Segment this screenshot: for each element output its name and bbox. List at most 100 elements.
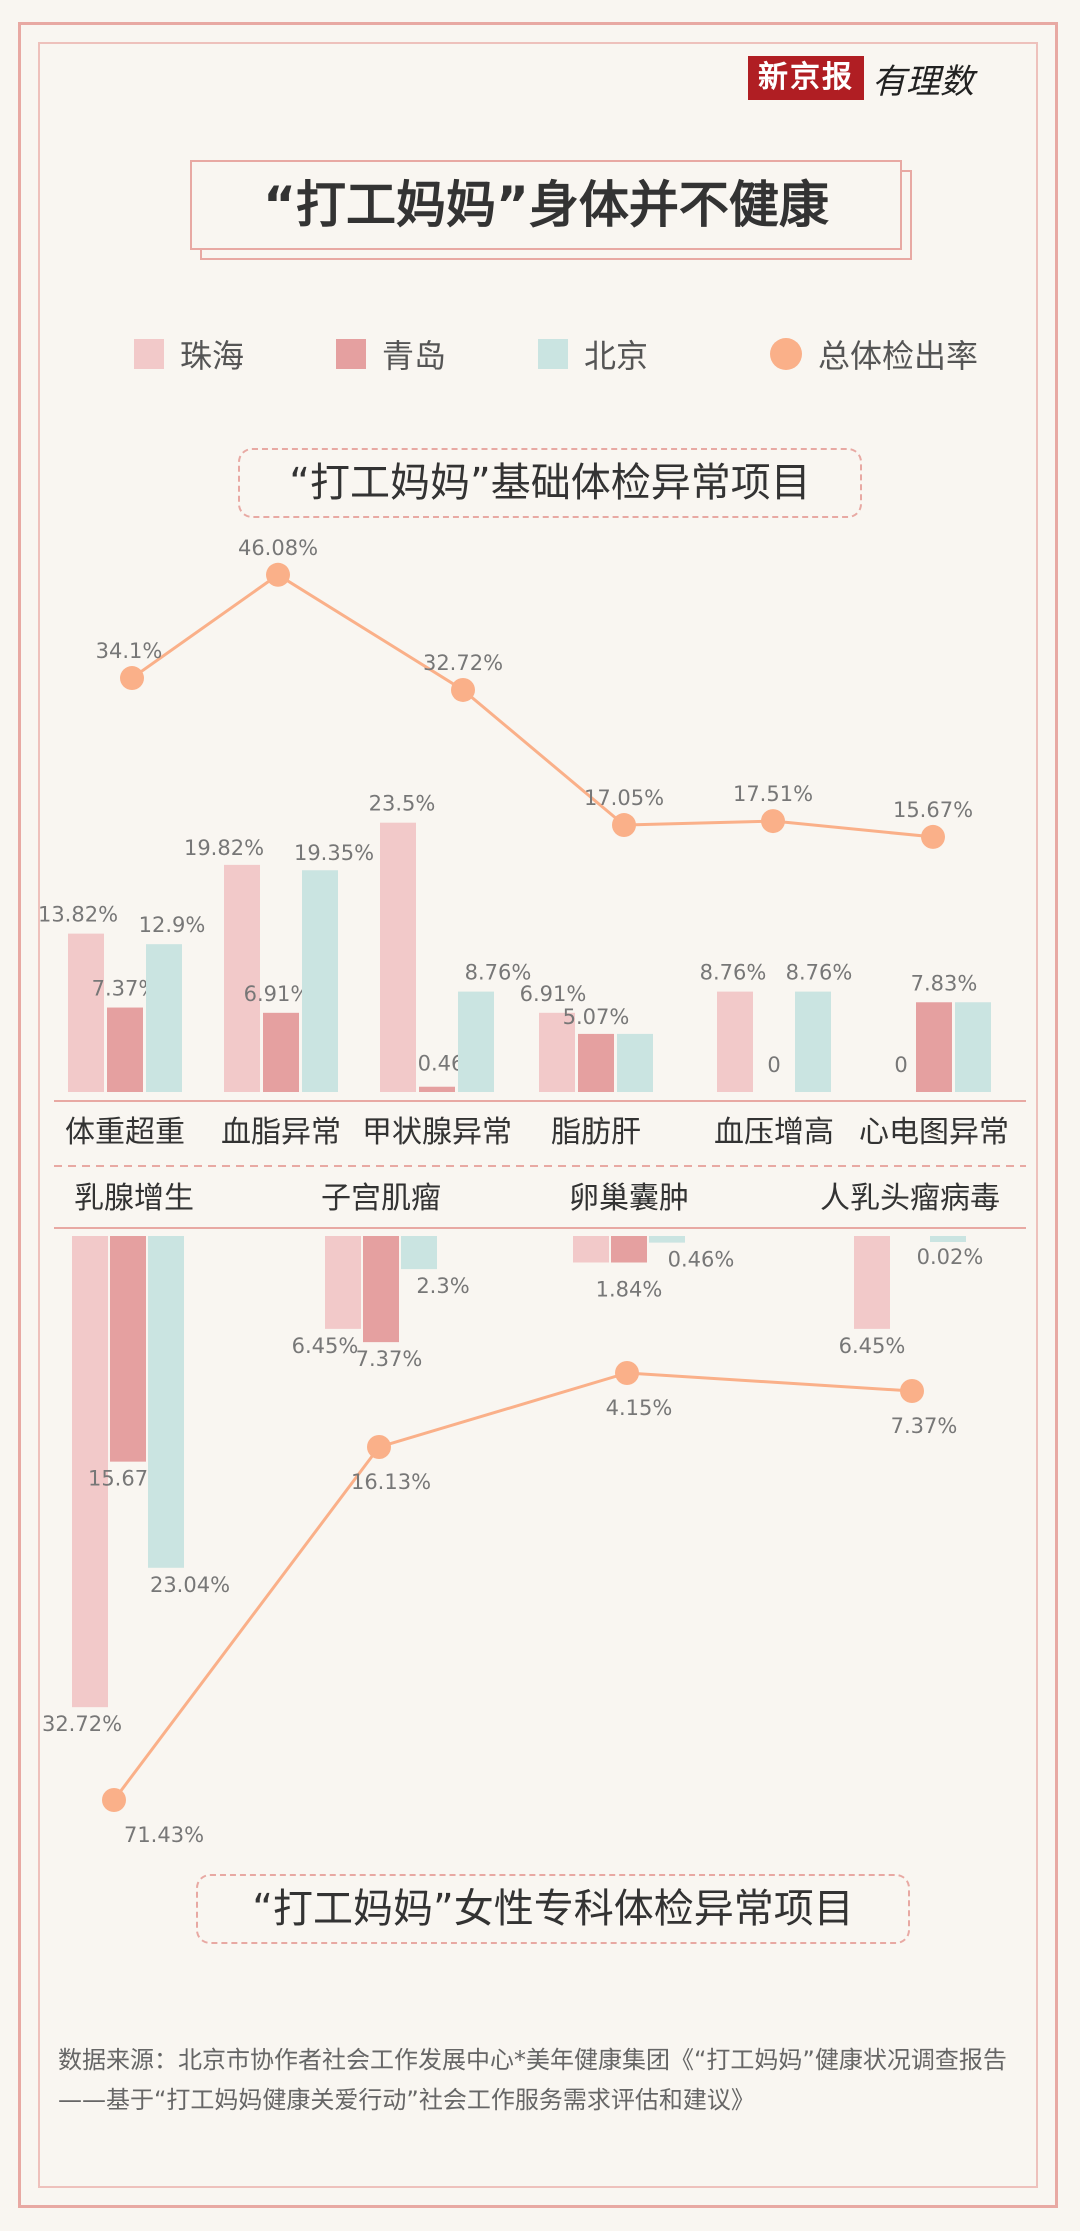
chart1-title: “打工妈妈”基础体检异常项目 (238, 448, 862, 518)
bar-c1-0-s1 (107, 1007, 143, 1092)
bar-label-c2-0-s0: 32.72% (42, 1712, 122, 1736)
bar-c1-5-s1 (916, 1002, 952, 1092)
bar-label-c1-4-s1: 0 (767, 1053, 780, 1077)
category-label-c1-3: 脂肪肝 (551, 1115, 641, 1150)
bar-c2-1-s1 (363, 1236, 399, 1343)
bar-label-c2-1-s2: 2.3% (416, 1274, 469, 1298)
bar-c2-1-s2 (401, 1236, 437, 1270)
overall-line-c1 (131, 572, 934, 839)
overall-point-c1-0 (120, 666, 144, 691)
bar-c1-4-s2 (795, 991, 831, 1092)
bar-label-c2-3-s0: 6.45% (839, 1334, 906, 1358)
category-label-c2-1: 子宫肌瘤 (321, 1181, 441, 1216)
category-label-c1-2: 甲状腺异常 (362, 1115, 512, 1150)
overall-point-c1-1 (266, 562, 290, 587)
bar-c2-3-s0 (854, 1236, 890, 1329)
bar-label-c1-1-s0: 19.82% (184, 836, 264, 860)
overall-label-c2-3: 7.37% (891, 1414, 958, 1438)
category-label-c1-0: 体重超重 (65, 1115, 185, 1150)
legend-swatch-zhuhai (134, 339, 164, 369)
overall-point-c1-2 (451, 677, 475, 702)
category-label-c2-3: 人乳头瘤病毒 (820, 1181, 1000, 1216)
overall-label-c1-2: 32.72% (423, 651, 503, 675)
overall-label-c1-4: 17.51% (733, 782, 813, 806)
bar-c1-3-s1 (578, 1033, 614, 1092)
source-note: 数据来源：北京市协作者社会工作发展中心*美年健康集团《“打工妈妈”健康状况调查报… (58, 2046, 1007, 2114)
legend-item-qingdao: 青岛 (336, 334, 447, 375)
overall-label-c1-3: 17.05% (584, 786, 664, 810)
overall-point-c1-5 (921, 824, 945, 849)
bar-label-c1-3-s0: 6.91% (520, 982, 587, 1006)
category-label-c1-4: 血压增高 (714, 1115, 834, 1150)
legend-item-zhuhai: 珠海 (134, 334, 245, 375)
category-label-c1-1: 血脂异常 (221, 1115, 341, 1150)
overall-label-c1-1: 46.08% (238, 536, 318, 560)
overall-point-c1-4 (761, 809, 785, 834)
bar-c1-2-s1 (419, 1086, 455, 1092)
bar-label-c2-3-s2: 0.02% (917, 1245, 984, 1269)
bar-label-c1-2-s2: 8.76% (465, 961, 532, 985)
legend-label-zhuhai: 珠海 (180, 337, 245, 375)
legend: 珠海 青岛 北京 总体检出率 (130, 334, 1010, 375)
bar-label-c1-2-s0: 23.5% (369, 792, 436, 816)
brand-sub: 有理数 (872, 61, 974, 102)
bar-label-c1-3-s1: 5.07% (563, 1005, 630, 1029)
bar-label-c1-4-s2: 8.76% (786, 961, 853, 985)
bar-c2-0-s2 (148, 1236, 184, 1568)
bar-label-c1-1-s2: 19.35% (294, 841, 374, 865)
bar-c2-2-s2 (649, 1236, 685, 1243)
category-label-c2-2: 卵巢囊肿 (569, 1181, 689, 1216)
bar-c1-2-s2 (458, 991, 494, 1092)
bar-c2-2-s0 (573, 1236, 609, 1263)
bar-label-c1-0-s0: 13.82% (38, 903, 118, 927)
title-box: “打工妈妈”身体并不健康 (190, 160, 902, 250)
overall-label-c1-5: 15.67% (893, 798, 973, 822)
bar-label-c2-1-s1: 7.37% (356, 1347, 423, 1371)
bar-c2-3-s2 (930, 1236, 966, 1242)
category-label-c1-5: 心电图异常 (859, 1115, 1009, 1150)
legend-label-qingdao: 青岛 (382, 337, 447, 375)
overall-label-c2-0: 71.43% (124, 1823, 204, 1847)
bar-c2-0-s1 (110, 1236, 146, 1462)
overall-label-c2-1: 16.13% (351, 1470, 431, 1494)
bar-c1-1-s2 (302, 870, 338, 1092)
bar-c1-0-s2 (146, 944, 182, 1092)
legend-item-beijing: 北京 (538, 334, 649, 375)
bar-c1-3-s2 (617, 1033, 653, 1092)
outer-frame (18, 22, 1058, 2208)
brand-logo: 新京报 有理数 (748, 56, 974, 102)
bar-label-c1-0-s2: 12.9% (139, 913, 206, 937)
overall-point-c2-2 (615, 1361, 639, 1385)
bar-c2-1-s0 (325, 1236, 361, 1329)
bar-c1-2-s0 (380, 822, 416, 1092)
bar-c1-0-s0 (68, 933, 104, 1092)
legend-swatch-beijing (538, 339, 568, 369)
legend-label-beijing: 北京 (584, 337, 649, 375)
overall-point-c2-3 (900, 1379, 924, 1403)
category-label-c2-0: 乳腺增生 (74, 1181, 194, 1216)
bar-label-c1-4-s0: 8.76% (700, 961, 767, 985)
bar-label-c2-2-s2: 0.46% (668, 1248, 735, 1272)
overall-point-c1-3 (612, 813, 636, 838)
bar-label-c2-1-s0: 6.45% (292, 1334, 359, 1358)
legend-item-overall: 总体检出率 (770, 334, 979, 375)
inner-frame (38, 42, 1038, 2188)
legend-label-overall: 总体检出率 (818, 337, 979, 375)
bar-c1-5-s2 (955, 1002, 991, 1092)
bar-c2-2-s1 (611, 1236, 647, 1263)
bar-label-c2-0-s2: 23.04% (150, 1573, 230, 1597)
legend-swatch-qingdao (336, 339, 366, 369)
bar-label-c1-5-s0: 0 (894, 1053, 907, 1077)
bar-c1-3-s0 (539, 1012, 575, 1092)
overall-label-c1-0: 34.1% (96, 639, 163, 663)
page-title: “打工妈妈”身体并不健康 (263, 176, 829, 234)
overall-point-c2-0 (102, 1788, 126, 1812)
bar-c2-0-s0 (72, 1236, 108, 1708)
bar-label-c2-2-s1: 1.84% (596, 1277, 663, 1301)
bar-c1-4-s0 (717, 991, 753, 1092)
overall-line-c2 (112, 1371, 913, 1801)
legend-dot-overall (770, 338, 802, 370)
overall-label-c2-2: 4.15% (606, 1396, 673, 1420)
bar-label-c1-1-s1: 6.91% (244, 982, 311, 1006)
